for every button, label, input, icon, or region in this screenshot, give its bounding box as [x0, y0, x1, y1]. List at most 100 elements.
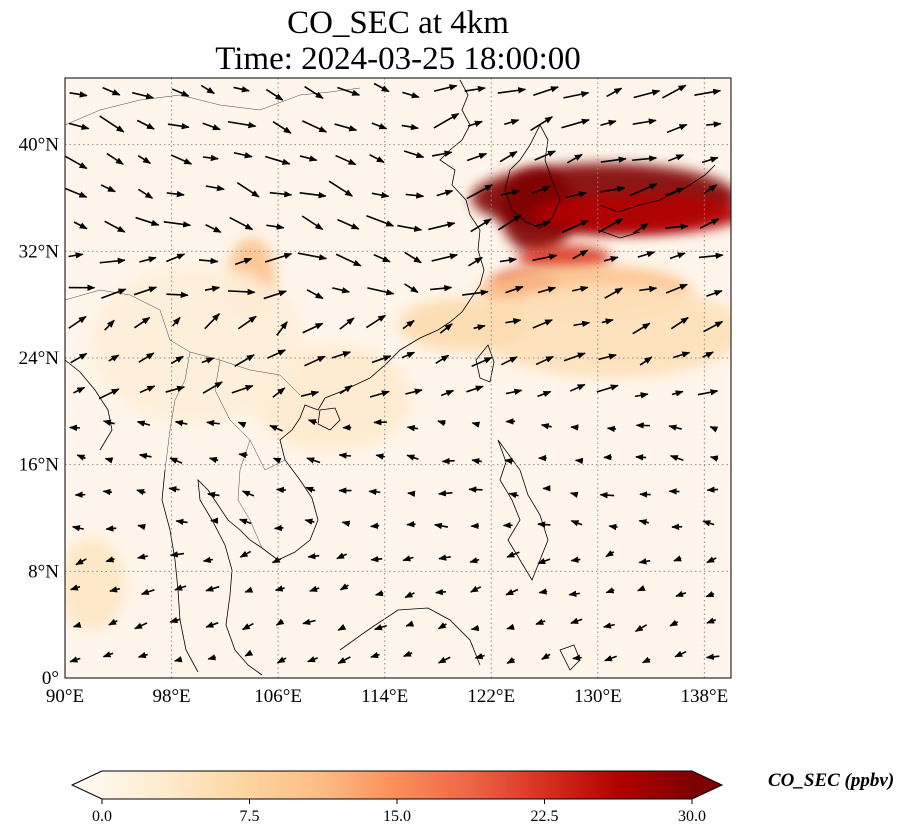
wind-arrow [709, 455, 719, 462]
wind-arrow [540, 423, 552, 430]
wind-arrow [535, 618, 546, 625]
wind-arrow [606, 87, 623, 98]
wind-arrow [641, 656, 651, 664]
wind-arrow [73, 386, 86, 394]
colorbar: 0.0 7.5 15.0 22.5 30.0 [70, 770, 724, 825]
wind-arrow [108, 354, 120, 362]
wind-arrow [276, 321, 288, 336]
wind-arrow [438, 490, 453, 497]
wind-arrow [706, 556, 717, 564]
wind-arrow [471, 421, 481, 428]
wind-arrow [639, 285, 658, 293]
wind-arrow [433, 84, 458, 92]
wind-arrow [301, 215, 324, 231]
wind-arrow [665, 283, 688, 294]
wind-arrow [601, 318, 614, 325]
wind-arrow [533, 86, 559, 96]
wind-arrow [599, 491, 615, 499]
wind-arrow [570, 556, 581, 563]
wind-arrow [697, 389, 719, 396]
wind-arrow [371, 191, 390, 199]
wind-arrow [263, 290, 287, 300]
wind-arrow [276, 656, 287, 664]
wind-arrow [139, 256, 157, 263]
wind-arrow [202, 154, 219, 162]
y-tick-label: 0° [42, 668, 59, 689]
wind-arrow [337, 218, 360, 230]
wind-arrow [136, 489, 146, 496]
wind-arrow [637, 251, 656, 258]
wind-arrow [169, 457, 183, 464]
wind-arrow [337, 656, 351, 665]
wind-arrow [370, 555, 383, 563]
wind-arrow [331, 351, 352, 359]
wind-arrow [339, 583, 349, 591]
wind-arrow [437, 622, 447, 630]
colorbar-label: CO_SEC (ppbv) [768, 770, 895, 791]
wind-arrow [98, 388, 120, 400]
wind-arrow [104, 220, 126, 233]
wind-arrow [401, 123, 419, 131]
wind-arrow [69, 584, 81, 591]
colorbar-tick-label: 22.5 [531, 808, 559, 825]
colorbar-scale [102, 771, 692, 799]
wind-arrow [402, 91, 420, 99]
wind-arrow [407, 490, 416, 497]
wind-arrow [233, 151, 253, 159]
wind-arrow [506, 551, 520, 558]
wind-arrow [563, 352, 586, 362]
wind-arrow [368, 488, 381, 496]
wind-arrow [635, 454, 647, 461]
wind-arrow [299, 155, 318, 162]
wind-arrow [706, 121, 722, 128]
wind-arrow [227, 288, 256, 296]
wind-arrow [65, 155, 88, 170]
x-tick-label: 114°E [361, 686, 408, 707]
co-sec-plume [398, 298, 532, 352]
wind-arrow [137, 523, 146, 531]
wind-arrow [603, 622, 615, 629]
map-frame [64, 77, 732, 679]
wind-arrow [569, 383, 586, 392]
wind-arrow [406, 454, 419, 461]
wind-arrow [205, 621, 219, 628]
wind-arrow [68, 315, 87, 329]
wind-arrow [297, 252, 328, 261]
y-tick-label: 8°N [28, 561, 59, 582]
wind-arrow [669, 252, 686, 260]
wind-arrow [572, 654, 582, 661]
wind-arrow [436, 189, 454, 197]
wind-arrow [570, 617, 583, 624]
wind-arrow [265, 88, 284, 101]
y-tick-label: 32°N [19, 241, 60, 262]
wind-arrow [474, 653, 485, 660]
wind-arrow [138, 452, 152, 460]
wind-arrow [170, 355, 184, 365]
wind-arrow [207, 491, 220, 499]
wind-arrow [238, 518, 252, 525]
wind-arrow [598, 353, 617, 361]
wind-arrow [166, 190, 185, 198]
wind-arrow [699, 218, 720, 229]
wind-arrow [338, 452, 352, 459]
wind-arrow [698, 252, 724, 259]
wind-arrow [306, 289, 324, 300]
wind-arrow [369, 153, 385, 164]
wind-arrow [334, 123, 358, 132]
wind-arrow [402, 319, 415, 330]
wind-arrow [137, 155, 152, 164]
wind-arrow [309, 585, 320, 592]
wind-arrow [541, 652, 551, 660]
x-tick-label: 138°E [681, 686, 729, 707]
wind-arrow [205, 585, 220, 592]
wind-arrow [537, 558, 551, 565]
wind-arrow [206, 419, 220, 427]
wind-arrow [405, 620, 415, 627]
wind-arrow [137, 652, 149, 659]
wind-arrow [638, 558, 651, 565]
wind-arrow [266, 223, 285, 230]
wind-arrow [434, 588, 447, 596]
wind-arrow [227, 120, 257, 129]
wind-arrow [104, 457, 114, 464]
